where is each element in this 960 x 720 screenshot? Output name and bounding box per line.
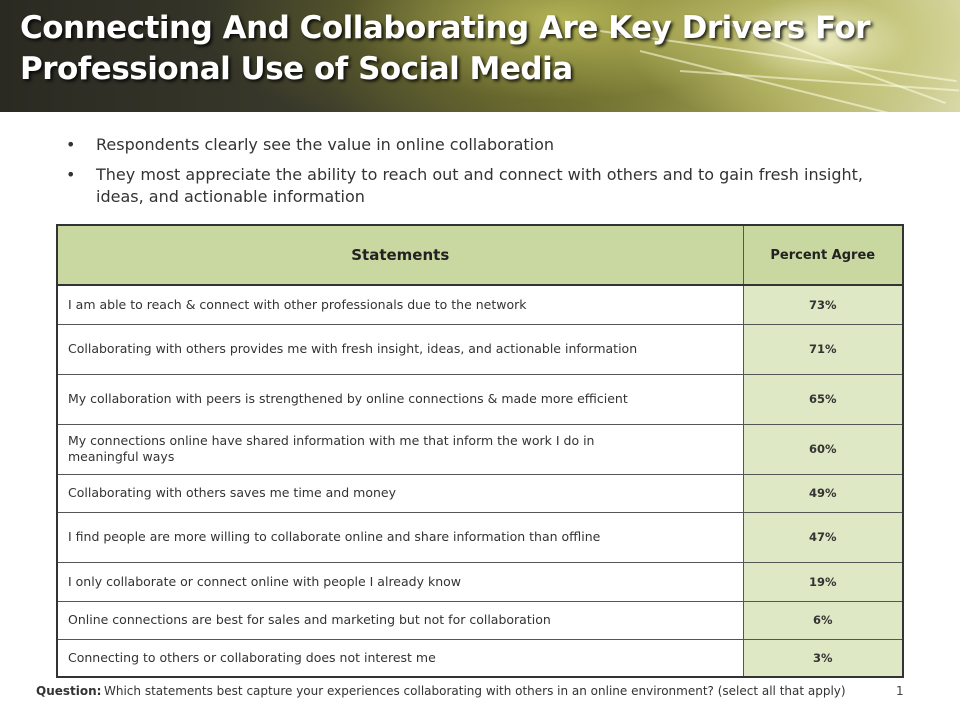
statement-cell: My collaboration with peers is strengthe… (58, 374, 744, 425)
statement-cell: I am able to reach & connect with other … (58, 285, 744, 325)
table-row: My connections online have shared inform… (58, 424, 902, 475)
header-statements: Statements (58, 226, 744, 286)
table-row: Collaborating with others saves me time … (58, 474, 902, 513)
bullet-text: They most appreciate the ability to reac… (96, 165, 864, 206)
percent-cell: 47% (743, 512, 902, 563)
bullet-dot-icon: • (66, 135, 76, 154)
percent-cell: 49% (743, 474, 902, 513)
table-row: My collaboration with peers is strengthe… (58, 374, 902, 425)
statement-cell: Collaborating with others saves me time … (58, 474, 744, 513)
statement-cell: Collaborating with others provides me wi… (58, 324, 744, 375)
percent-cell: 3% (743, 639, 902, 676)
statement-cell: I find people are more willing to collab… (58, 512, 744, 563)
table-row: Connecting to others or collaborating do… (58, 639, 902, 676)
results-table: Statements Percent Agree I am able to re… (56, 224, 904, 678)
statement-cell: Online connections are best for sales an… (58, 601, 744, 640)
table-row: Collaborating with others provides me wi… (58, 324, 902, 375)
percent-cell: 60% (743, 424, 902, 475)
percent-cell: 65% (743, 374, 902, 425)
header-banner: Connecting And Collaborating Are Key Dri… (0, 0, 960, 112)
table-row: I am able to reach & connect with other … (58, 285, 902, 325)
table-row: I only collaborate or connect online wit… (58, 562, 902, 602)
percent-cell: 19% (743, 562, 902, 602)
bullet-list: • Respondents clearly see the value in o… (62, 134, 902, 216)
page-number: 1 (896, 684, 904, 698)
statement-cell: I only collaborate or connect online wit… (58, 562, 744, 602)
bullet-item: • They most appreciate the ability to re… (62, 164, 902, 208)
bullet-text: Respondents clearly see the value in onl… (96, 135, 555, 154)
percent-cell: 73% (743, 285, 902, 325)
bullet-dot-icon: • (66, 165, 76, 184)
statement-cell: My connections online have shared inform… (58, 424, 744, 475)
header-percent-agree: Percent Agree (743, 226, 902, 286)
slide-title: Connecting And Collaborating Are Key Dri… (20, 8, 920, 90)
percent-cell: 71% (743, 324, 902, 375)
bullet-item: • Respondents clearly see the value in o… (62, 134, 902, 156)
percent-cell: 6% (743, 601, 902, 640)
question-footnote: Question: Which statements best capture y… (36, 683, 876, 699)
table-row: I find people are more willing to collab… (58, 512, 902, 563)
slide-title-line2: Professional Use of Social Media (20, 51, 573, 87)
slide-title-line1: Connecting And Collaborating Are Key Dri… (20, 10, 871, 46)
table-row: Online connections are best for sales an… (58, 601, 902, 640)
table-header-row: Statements Percent Agree (58, 226, 902, 286)
question-label: Question: (36, 684, 102, 698)
question-text: Which statements best capture your exper… (104, 684, 846, 698)
statement-cell: Connecting to others or collaborating do… (58, 639, 744, 676)
